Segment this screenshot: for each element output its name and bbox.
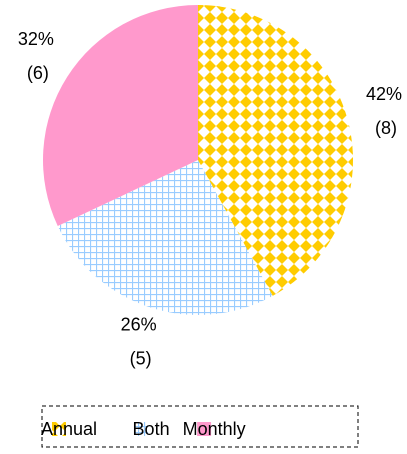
value-label: 26%: [121, 314, 157, 334]
value-label: 42%: [366, 84, 402, 104]
legend-label: Annual: [41, 419, 97, 439]
legend-swatch: [197, 422, 212, 436]
value-label: 32%: [18, 29, 54, 49]
legend-label: Monthly: [183, 419, 246, 439]
count-label: (8): [375, 118, 397, 138]
count-label: (6): [27, 63, 49, 83]
pie-slice: [42, 5, 198, 226]
pie-slice: [57, 160, 273, 315]
count-label: (5): [130, 348, 152, 368]
legend-swatch: [134, 422, 149, 436]
legend-label: Both: [133, 419, 170, 439]
legend-box: [41, 405, 359, 448]
pie-slice: [198, 5, 353, 296]
legend-swatch: [52, 422, 66, 436]
